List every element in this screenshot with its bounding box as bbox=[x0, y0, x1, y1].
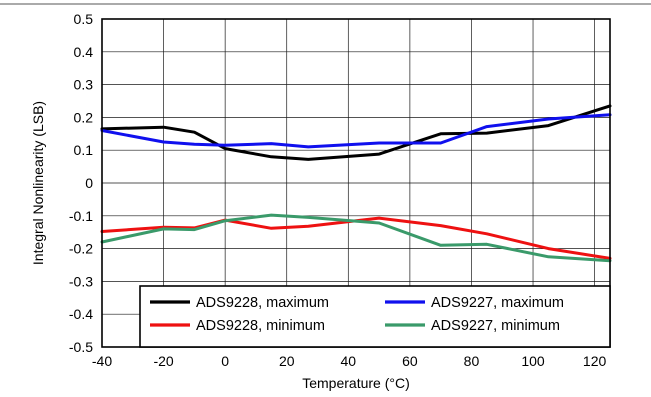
y-tick-label: 0.4 bbox=[74, 44, 94, 60]
x-tick-label: 0 bbox=[221, 353, 229, 369]
y-tick-label: -0.1 bbox=[69, 208, 93, 224]
y-tick-label: 0.5 bbox=[74, 11, 94, 27]
series-line-0 bbox=[100, 104, 612, 161]
y-tick-label: 0.1 bbox=[74, 142, 94, 158]
x-tick-label: 40 bbox=[341, 353, 357, 369]
y-tick-label: -0.5 bbox=[69, 339, 93, 355]
x-tick-label: 120 bbox=[583, 353, 607, 369]
x-tick-label: 80 bbox=[464, 353, 480, 369]
x-tick-label: -40 bbox=[92, 353, 112, 369]
series-line-2 bbox=[100, 216, 612, 260]
legend-label-2: ADS9228, minimum bbox=[196, 318, 325, 334]
legend-label-3: ADS9227, minimum bbox=[431, 318, 560, 334]
legend-box bbox=[139, 285, 611, 348]
series-line-1 bbox=[100, 113, 612, 149]
y-tick-label: -0.2 bbox=[69, 241, 93, 257]
series-line-3 bbox=[100, 213, 612, 263]
legend-label-1: ADS9227, maximum bbox=[431, 295, 564, 311]
x-tick-label: 60 bbox=[402, 353, 418, 369]
legend-label-0: ADS9228, maximum bbox=[196, 295, 329, 311]
series-layer bbox=[100, 104, 612, 263]
y-tick-label: 0.2 bbox=[74, 109, 94, 125]
x-tick-label: -20 bbox=[153, 353, 173, 369]
y-tick-label: -0.3 bbox=[69, 273, 93, 289]
tick-labels: -40 -20 0 20 40 60 80 100 120 0.5 0.4 0.3 0.2 0.1 0 -0.… bbox=[69, 11, 607, 369]
x-axis-label: Temperature (°C) bbox=[302, 375, 410, 391]
y-tick-label: 0 bbox=[85, 175, 93, 191]
y-axis-label: Integral Nonlinearity (LSB) bbox=[30, 101, 46, 265]
y-tick-label: -0.4 bbox=[69, 306, 93, 322]
x-tick-label: 20 bbox=[279, 353, 295, 369]
x-tick-label: 100 bbox=[521, 353, 545, 369]
y-tick-label: 0.3 bbox=[74, 77, 94, 93]
legend: ADS9228, maximum ADS9228, minimum ADS9227,… bbox=[139, 285, 611, 348]
